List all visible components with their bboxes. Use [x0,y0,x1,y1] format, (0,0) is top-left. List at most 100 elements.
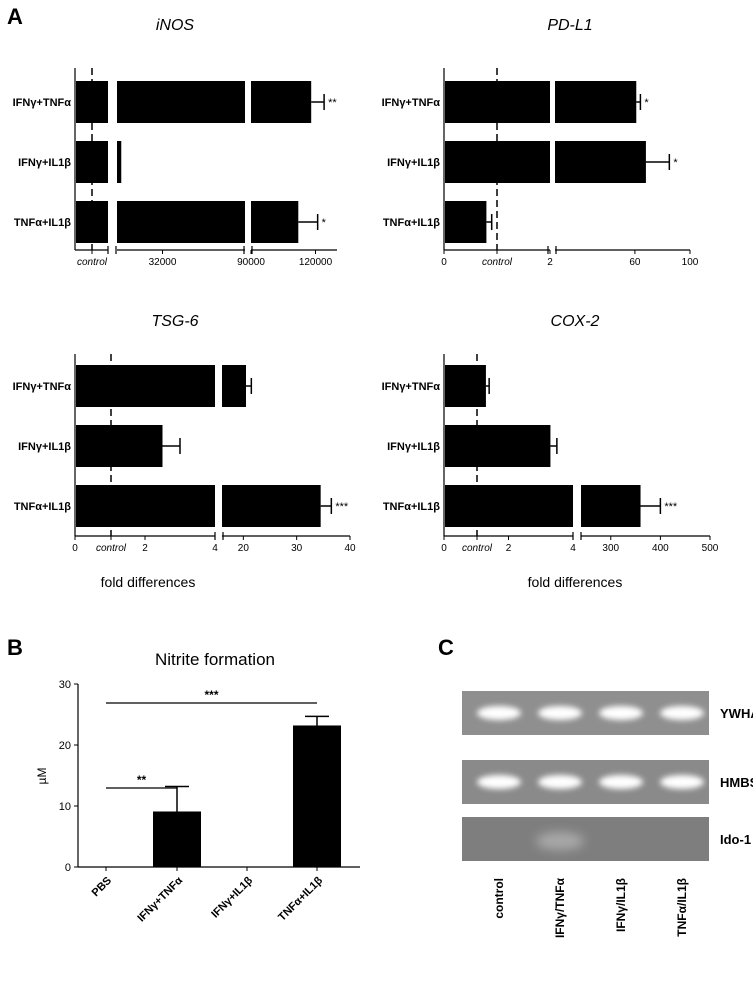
cox-2-bar [581,485,641,527]
cox-2-x-tick-label: 0 [441,543,447,554]
cox-2-x-tick-label: 400 [652,543,669,554]
nitrite-category-label: TNFα+IL1β [276,874,325,923]
tsg-6-x-tick-label: 2 [142,543,148,554]
nitrite-y-tick-label: 10 [59,801,71,813]
pd-l1-x-tick-label: 60 [629,257,641,268]
inos-bar [76,81,108,123]
tsg-6-category-label: IFNγ+TNFα [13,381,72,393]
tsg-6-x-tick-label: 4 [212,543,218,554]
tsg-6-x-tick-label: 20 [238,543,250,554]
nitrite-comparison-label: *** [204,688,218,702]
pd-l1-bar [445,141,550,183]
gel-band [536,832,584,850]
cox-2-x-tick-label: 500 [702,543,719,554]
tsg-6-x-tick-label: 30 [291,543,303,554]
gel-gene-label: Ido-1 [720,832,751,847]
inos-significance: * [322,217,327,229]
tsg-6-x-tick-label: 0 [72,543,78,554]
pd-l1-chart: PD-L1 0 control 2 60 100 IFNγ+TNFα * IFNγ+IL1β * T… [382,17,699,268]
cox-2-bar [445,365,486,407]
pd-l1-x-tick-label: 100 [682,257,699,268]
gel-image: YWHAZ HMBS Ido-1 control IFNγ/TNFα IFNγ/IL1β T… [462,691,753,938]
inos-x-tick-label: 90000 [237,257,265,268]
gel-band [660,706,704,720]
nitrite-bar [153,811,201,867]
inos-bar [251,81,312,123]
gel-band [599,706,643,720]
inos-x-tick-label: control [77,257,108,268]
pd-l1-category-label: IFNγ+IL1β [387,157,440,169]
inos-significance: ** [328,97,337,109]
cox-2-chart: COX-2 0 control 2 4 300 400 500 IFNγ+TNFα IFNγ+IL… [382,313,719,554]
inos-bar [117,201,245,243]
tsg-6-bar [76,485,215,527]
nitrite-chart-title: Nitrite formation [155,650,275,669]
inos-bar [76,201,108,243]
cox-2-bar [445,425,551,467]
inos-bar [76,141,108,183]
cox-2-bar [445,485,573,527]
inos-bar [117,141,122,183]
inos-category-label: IFNγ+IL1β [18,157,71,169]
inos-chart: iNOS control 32000 90000 120000 IFNγ+TNFα ** IF… [13,17,338,268]
panel-letter-c: C [438,635,454,660]
cox-2-x-tick-label: 300 [602,543,619,554]
pd-l1-significance: * [644,97,649,109]
pd-l1-x-tick-label: control [482,257,513,268]
inos-bar [251,201,299,243]
cox-2-significance: *** [664,501,678,513]
tsg-6-chart: TSG-6 0 control 2 4 20 30 40 IFNγ+TNFα IFNγ+IL1β T… [13,313,356,554]
nitrite-y-tick-label: 20 [59,740,71,752]
tsg-6-x-tick-label: control [96,543,127,554]
inos-category-label: IFNγ+TNFα [13,97,72,109]
tsg-6-bar [222,365,246,407]
tsg-6-significance: *** [335,501,349,513]
pd-l1-significance: * [673,157,678,169]
tsg-6-title: TSG-6 [151,313,198,330]
cox-2-x-tick-label: 4 [570,543,576,554]
nitrite-y-tick-label: 0 [65,862,71,874]
pd-l1-bar [555,141,646,183]
nitrite-category-label: IFNγ+IL1β [209,874,255,920]
tsg-6-x-axis-label: fold differences [101,574,196,590]
gel-band [538,706,582,720]
cox-2-category-label: IFNγ+IL1β [387,441,440,453]
gel-row-ido-1 [462,817,709,861]
inos-title: iNOS [156,17,195,34]
nitrite-y-tick-label: 30 [59,679,71,691]
gel-lane-label: IFNγ/TNFα [553,877,567,938]
tsg-6-x-tick-label: 40 [344,543,356,554]
gel-lane-label: IFNγ/IL1β [614,878,628,932]
cox-2-x-axis-label: fold differences [528,574,623,590]
cox-2-title: COX-2 [551,313,600,330]
cox-2-category-label: TNFα+IL1β [383,501,440,513]
pd-l1-category-label: TNFα+IL1β [383,217,440,229]
pd-l1-x-tick-label: 2 [547,257,553,268]
tsg-6-bar [76,425,163,467]
pd-l1-bar [555,81,637,123]
inos-bar [117,81,245,123]
nitrite-category-label: PBS [90,875,114,899]
gel-band [599,775,643,789]
gel-lane-label: TNFα/IL1β [675,878,689,937]
pd-l1-title: PD-L1 [547,17,592,34]
gel-gene-label: HMBS [720,775,753,790]
cox-2-x-tick-label: 2 [506,543,512,554]
nitrite-bar [293,725,341,867]
cox-2-x-tick-label: control [462,543,493,554]
nitrite-y-axis-label: µM [35,768,49,785]
gel-band [538,775,582,789]
nitrite-category-label: IFNγ+TNFα [135,874,185,924]
inos-category-label: TNFα+IL1β [14,217,71,229]
pd-l1-x-tick-label: 0 [441,257,447,268]
gel-lane-label: control [492,878,506,919]
pd-l1-category-label: IFNγ+TNFα [382,97,441,109]
pd-l1-bar [445,201,487,243]
tsg-6-category-label: IFNγ+IL1β [18,441,71,453]
gel-band [660,775,704,789]
gel-band [477,775,521,789]
gel-gene-label: YWHAZ [720,706,753,721]
panel-letter-a: A [7,4,23,29]
gel-band [477,706,521,720]
